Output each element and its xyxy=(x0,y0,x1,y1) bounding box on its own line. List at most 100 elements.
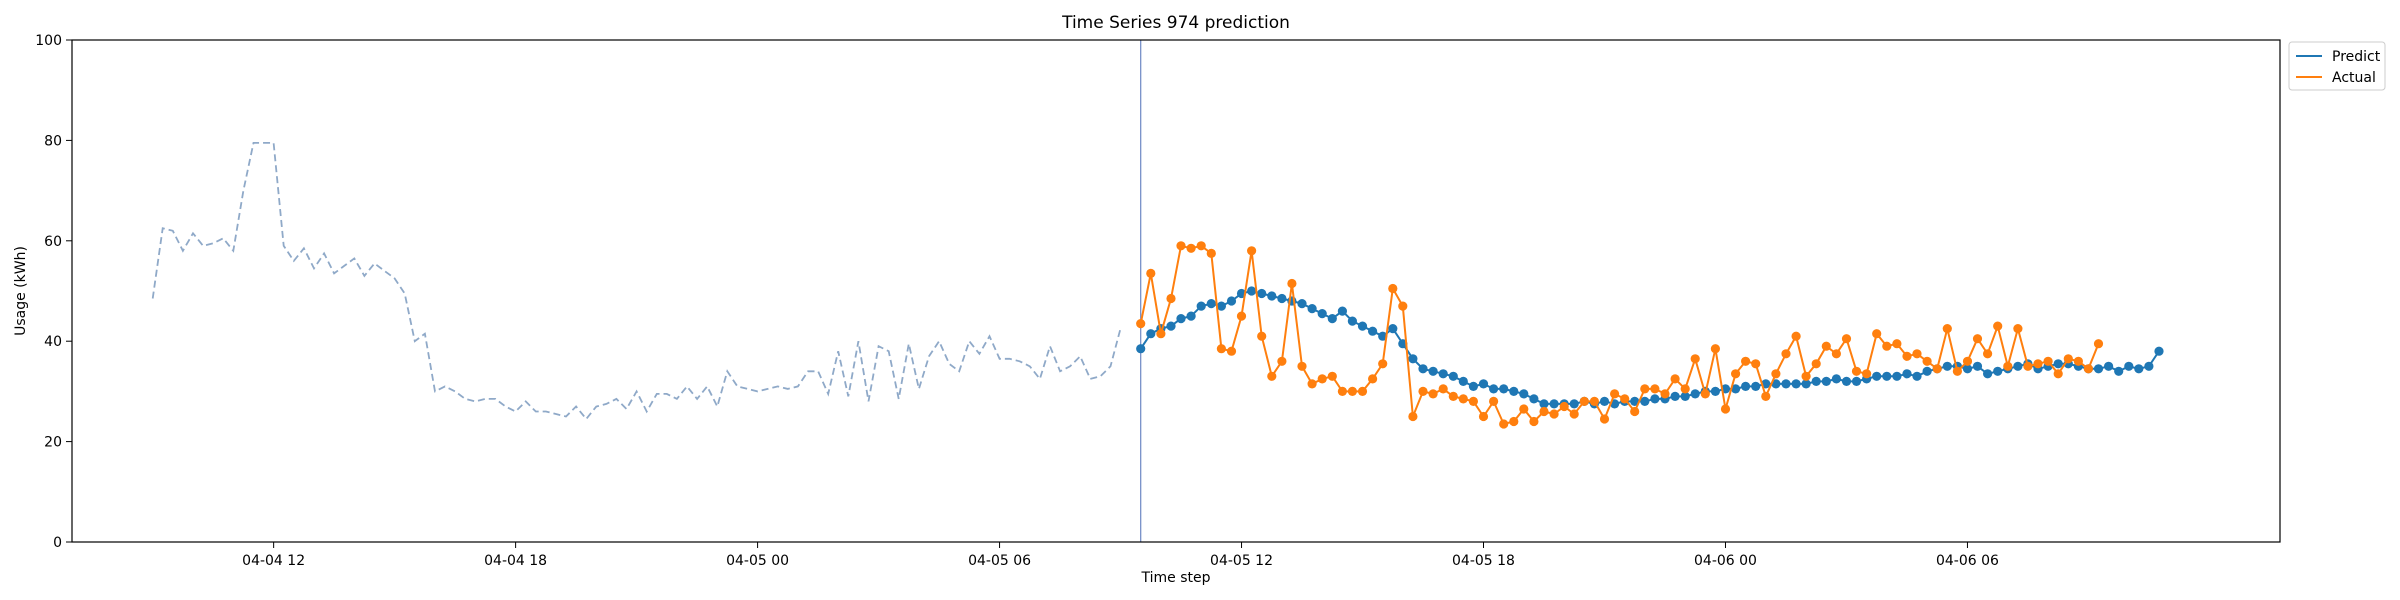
predict-point xyxy=(1408,354,1418,364)
actual-point xyxy=(1620,394,1630,404)
actual-point xyxy=(1962,356,1973,366)
actual-point xyxy=(1559,401,1569,412)
actual-point xyxy=(1650,384,1660,394)
predict-point xyxy=(1872,371,1882,381)
predict-point xyxy=(1418,364,1428,374)
y-tick-label: 100 xyxy=(35,33,62,49)
predict-point xyxy=(1942,361,1952,371)
predict-point xyxy=(2154,346,2164,356)
predict-point xyxy=(1902,369,1912,379)
actual-point xyxy=(1458,394,1468,404)
actual-point xyxy=(1872,329,1882,339)
predict-point xyxy=(1801,379,1811,389)
predict-point xyxy=(2053,359,2063,369)
actual-point xyxy=(1761,391,1771,401)
axes: 0 20 40 60 80 100 04-04 12 04-04 18 04-05 00 04-0… xyxy=(35,33,1999,569)
actual-point xyxy=(2013,324,2023,334)
actual-point xyxy=(1347,386,1357,396)
predict-point xyxy=(1226,296,1237,306)
actual-point xyxy=(1640,384,1650,394)
predict-point xyxy=(1136,344,1146,354)
predict-point xyxy=(1146,329,1156,339)
actual-point xyxy=(1549,409,1559,419)
actual-point xyxy=(1509,416,1519,427)
predict-point xyxy=(1781,379,1791,389)
predict-point xyxy=(1519,389,1529,399)
actual-point xyxy=(1468,396,1478,406)
actual-point xyxy=(1388,283,1398,294)
predict-point xyxy=(1297,299,1307,309)
predict-point xyxy=(2093,364,2104,374)
predict-point xyxy=(2013,361,2023,371)
actual-point xyxy=(1539,406,1549,417)
y-tick-label: 20 xyxy=(44,435,62,451)
predict-point xyxy=(1771,379,1781,389)
actual-point xyxy=(1216,344,1226,354)
history-line xyxy=(151,141,1122,421)
actual-point xyxy=(1267,371,1277,381)
actual-point xyxy=(1771,369,1781,379)
predict-point xyxy=(1448,371,1458,381)
x-tick-label: 04-04 18 xyxy=(484,553,547,569)
actual-point xyxy=(1478,411,1489,422)
actual-point xyxy=(2053,369,2063,379)
actual-point xyxy=(1519,404,1529,414)
actual-point xyxy=(2033,359,2043,369)
actual-point xyxy=(1831,349,1841,359)
predict-point xyxy=(1650,394,1660,404)
actual-point xyxy=(2093,339,2104,349)
actual-point xyxy=(1236,311,1247,321)
actual-point xyxy=(1579,396,1589,406)
predict-point xyxy=(1216,301,1226,311)
predict-point xyxy=(1670,391,1680,401)
predict-point xyxy=(1983,369,1993,379)
actual-point xyxy=(1821,341,1831,351)
actual-point xyxy=(2003,361,2013,371)
predict-point xyxy=(1640,396,1650,406)
predict-point xyxy=(1499,384,1509,394)
predict-point xyxy=(1539,399,1549,409)
predict-point xyxy=(1831,374,1841,384)
actual-point xyxy=(1781,349,1791,359)
x-axis-title: Time step xyxy=(1141,570,1211,586)
predict-point xyxy=(1731,384,1741,394)
predict-point xyxy=(1529,394,1539,404)
predict-point xyxy=(1549,399,1559,409)
predict-point xyxy=(1247,286,1257,296)
actual-point xyxy=(1902,351,1912,361)
predict-point xyxy=(1962,364,1973,374)
y-axis-title: Usage (kWh) xyxy=(13,246,29,336)
actual-series-line xyxy=(1139,244,2100,426)
predict-point xyxy=(1388,324,1398,334)
actual-point xyxy=(1408,411,1418,422)
actual-point xyxy=(1489,396,1499,406)
predict-point xyxy=(1972,361,1983,371)
actual-point xyxy=(1700,389,1710,399)
predict-point xyxy=(1176,314,1186,324)
actual-point xyxy=(1690,354,1700,364)
actual-point xyxy=(1791,331,1801,341)
actual-point xyxy=(1841,334,1852,344)
x-tick-label: 04-04 12 xyxy=(242,553,305,569)
actual-point xyxy=(2083,364,2093,374)
predict-point xyxy=(1851,376,1862,386)
predict-point xyxy=(1166,321,1176,331)
predict-point xyxy=(1277,293,1287,304)
predict-point xyxy=(1257,288,1267,299)
actual-point xyxy=(1932,364,1942,374)
actual-point xyxy=(1922,356,1932,366)
actual-point xyxy=(1660,389,1670,399)
x-tick-label: 04-05 00 xyxy=(726,553,789,569)
actual-point xyxy=(1368,374,1378,384)
actual-point xyxy=(1569,409,1579,419)
actual-point xyxy=(1952,366,1962,376)
actual-point xyxy=(1156,329,1166,339)
predict-point xyxy=(1337,306,1347,316)
actual-point xyxy=(1731,369,1741,379)
actual-point xyxy=(1337,386,1347,396)
predict-point xyxy=(1368,326,1378,336)
actual-point xyxy=(1247,246,1257,256)
chart-title: Time Series 974 prediction xyxy=(1061,13,1290,33)
predict-point xyxy=(1599,396,1610,406)
plot-frame xyxy=(71,39,2281,543)
